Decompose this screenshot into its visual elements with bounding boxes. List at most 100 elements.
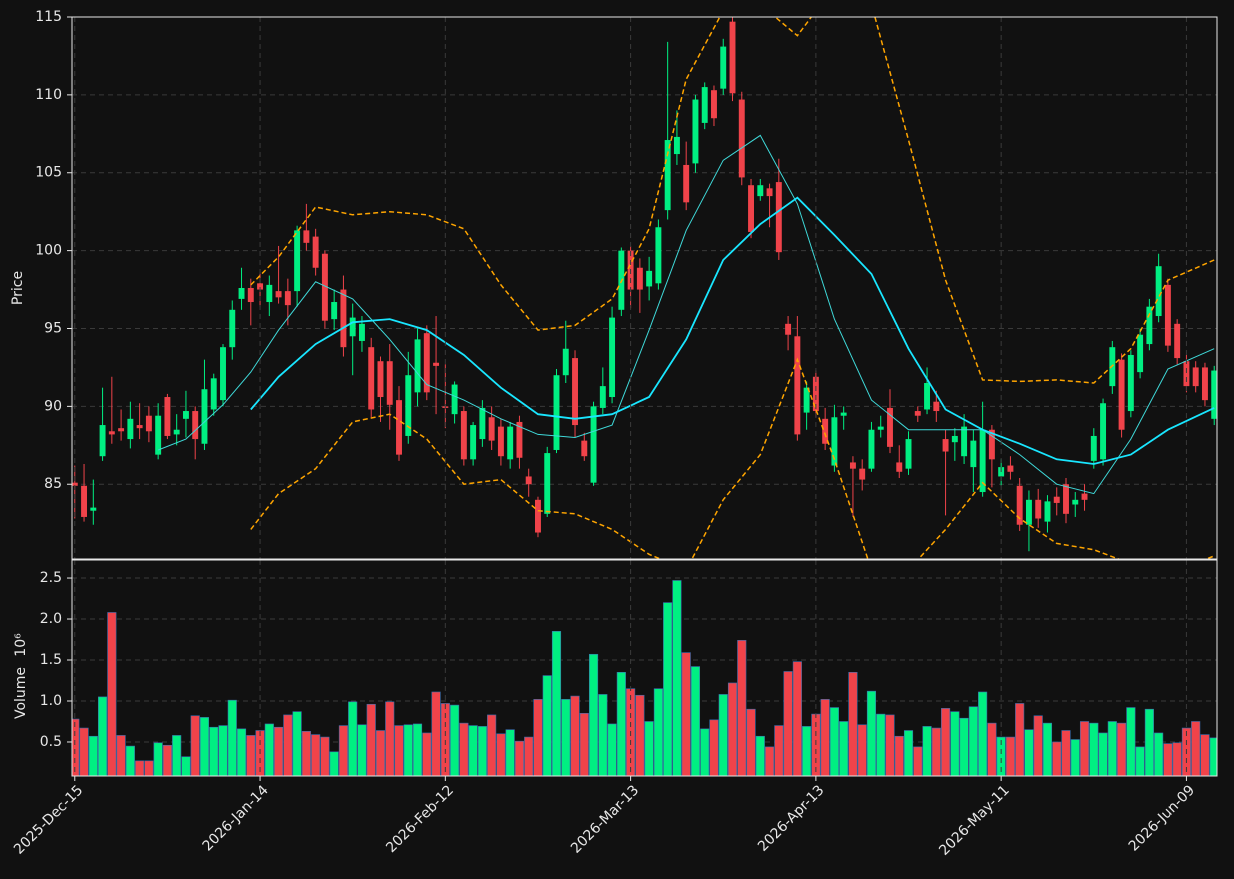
y-tick-label: 100 [35,243,62,259]
volume-bar [709,719,719,776]
volume-bar [1135,746,1145,776]
candle-body [701,87,708,123]
y-tick-label: 1.0 [40,693,62,709]
volume-bar [338,725,348,776]
price-frame [71,16,1218,560]
candle-body [803,387,810,413]
volume-bar [1033,715,1043,776]
candle-body [1201,367,1208,401]
overlay-line [250,17,1215,384]
candle-body [738,99,745,178]
volume-bar [616,672,626,776]
volume-bar [996,736,1006,776]
volume-bar [505,729,515,776]
candle-body [247,288,254,303]
volume-bar [903,730,914,776]
volume-bar [227,699,237,776]
volume-bar [913,746,923,776]
volume-bar [107,612,117,776]
volume-bar [848,672,858,776]
candle-body [942,439,949,452]
volume-bar [1042,722,1053,776]
candle-body [868,429,875,469]
candle-body [1100,403,1107,460]
volume-bar [588,653,599,776]
volume-bar [264,723,274,776]
candle-body [192,411,199,440]
volume-bar [607,723,617,776]
candle-body [210,378,217,410]
volume-bar [116,735,126,776]
candle-body [1072,499,1079,505]
volume-bar [681,652,691,776]
volume-bar [1061,730,1071,776]
candle-body [507,426,514,460]
candle-body [294,230,301,292]
candle-body [766,188,773,197]
volume-bar [1163,743,1173,776]
candle-body [794,336,801,435]
candle-body [127,418,134,440]
candle-body [497,426,504,457]
candle-body [664,140,671,211]
candle-body [396,400,402,455]
volume-bar [412,723,423,776]
volume-bar [700,728,710,776]
volume-bar [135,760,145,776]
candle-body [164,397,171,436]
volume-bar [978,691,988,776]
volume-bar [79,727,89,776]
candle-body [303,230,310,243]
volume-bar [209,726,219,776]
candle-body [1155,266,1162,317]
y-tick-label: 115 [35,9,62,25]
volume-bar [542,675,552,776]
candle-body [229,309,236,348]
candle-body [636,267,643,290]
volume-bar [320,736,330,776]
candle-body [1016,485,1023,525]
volume-bar [1200,734,1210,776]
volume-bar [514,740,525,776]
volume-bar [774,725,784,776]
candle-body [201,389,208,444]
candle-body [358,323,365,341]
candle-body [488,417,495,441]
volume-bar [348,701,358,776]
candle-body [349,317,356,337]
volume-bar [468,725,478,776]
volume-bar [1015,703,1025,776]
volume-bar [570,695,580,776]
candle-body [257,283,264,290]
volume-bar [839,721,849,776]
volume-bar [246,735,256,776]
candle-body [451,384,458,415]
candle-body [118,428,125,432]
volume-bar [968,706,978,776]
candle-body [72,482,78,486]
candle-body [1090,435,1097,461]
candle-body [414,339,421,393]
candle-body [673,136,680,155]
volume-bar [1144,708,1154,776]
candle-body [1035,499,1042,519]
volume-bar [144,760,154,776]
candle-body [572,358,578,426]
volume-bar [394,725,404,776]
volume-bar [820,699,830,776]
candle-body [544,453,551,514]
y-tick-label: 90 [44,398,62,414]
candle-body [720,46,727,89]
volume-bar [236,728,247,776]
volume-bar [218,725,228,776]
volume-bar [672,580,682,776]
volume-bar [301,731,311,776]
volume-bar [403,724,413,776]
volume-bar [125,745,135,776]
volume-bar [190,715,200,776]
volume-bar [1052,741,1062,776]
candle-body [108,431,115,435]
candle-body [1063,484,1069,514]
candle-body [220,347,226,401]
candle-body [553,375,560,450]
